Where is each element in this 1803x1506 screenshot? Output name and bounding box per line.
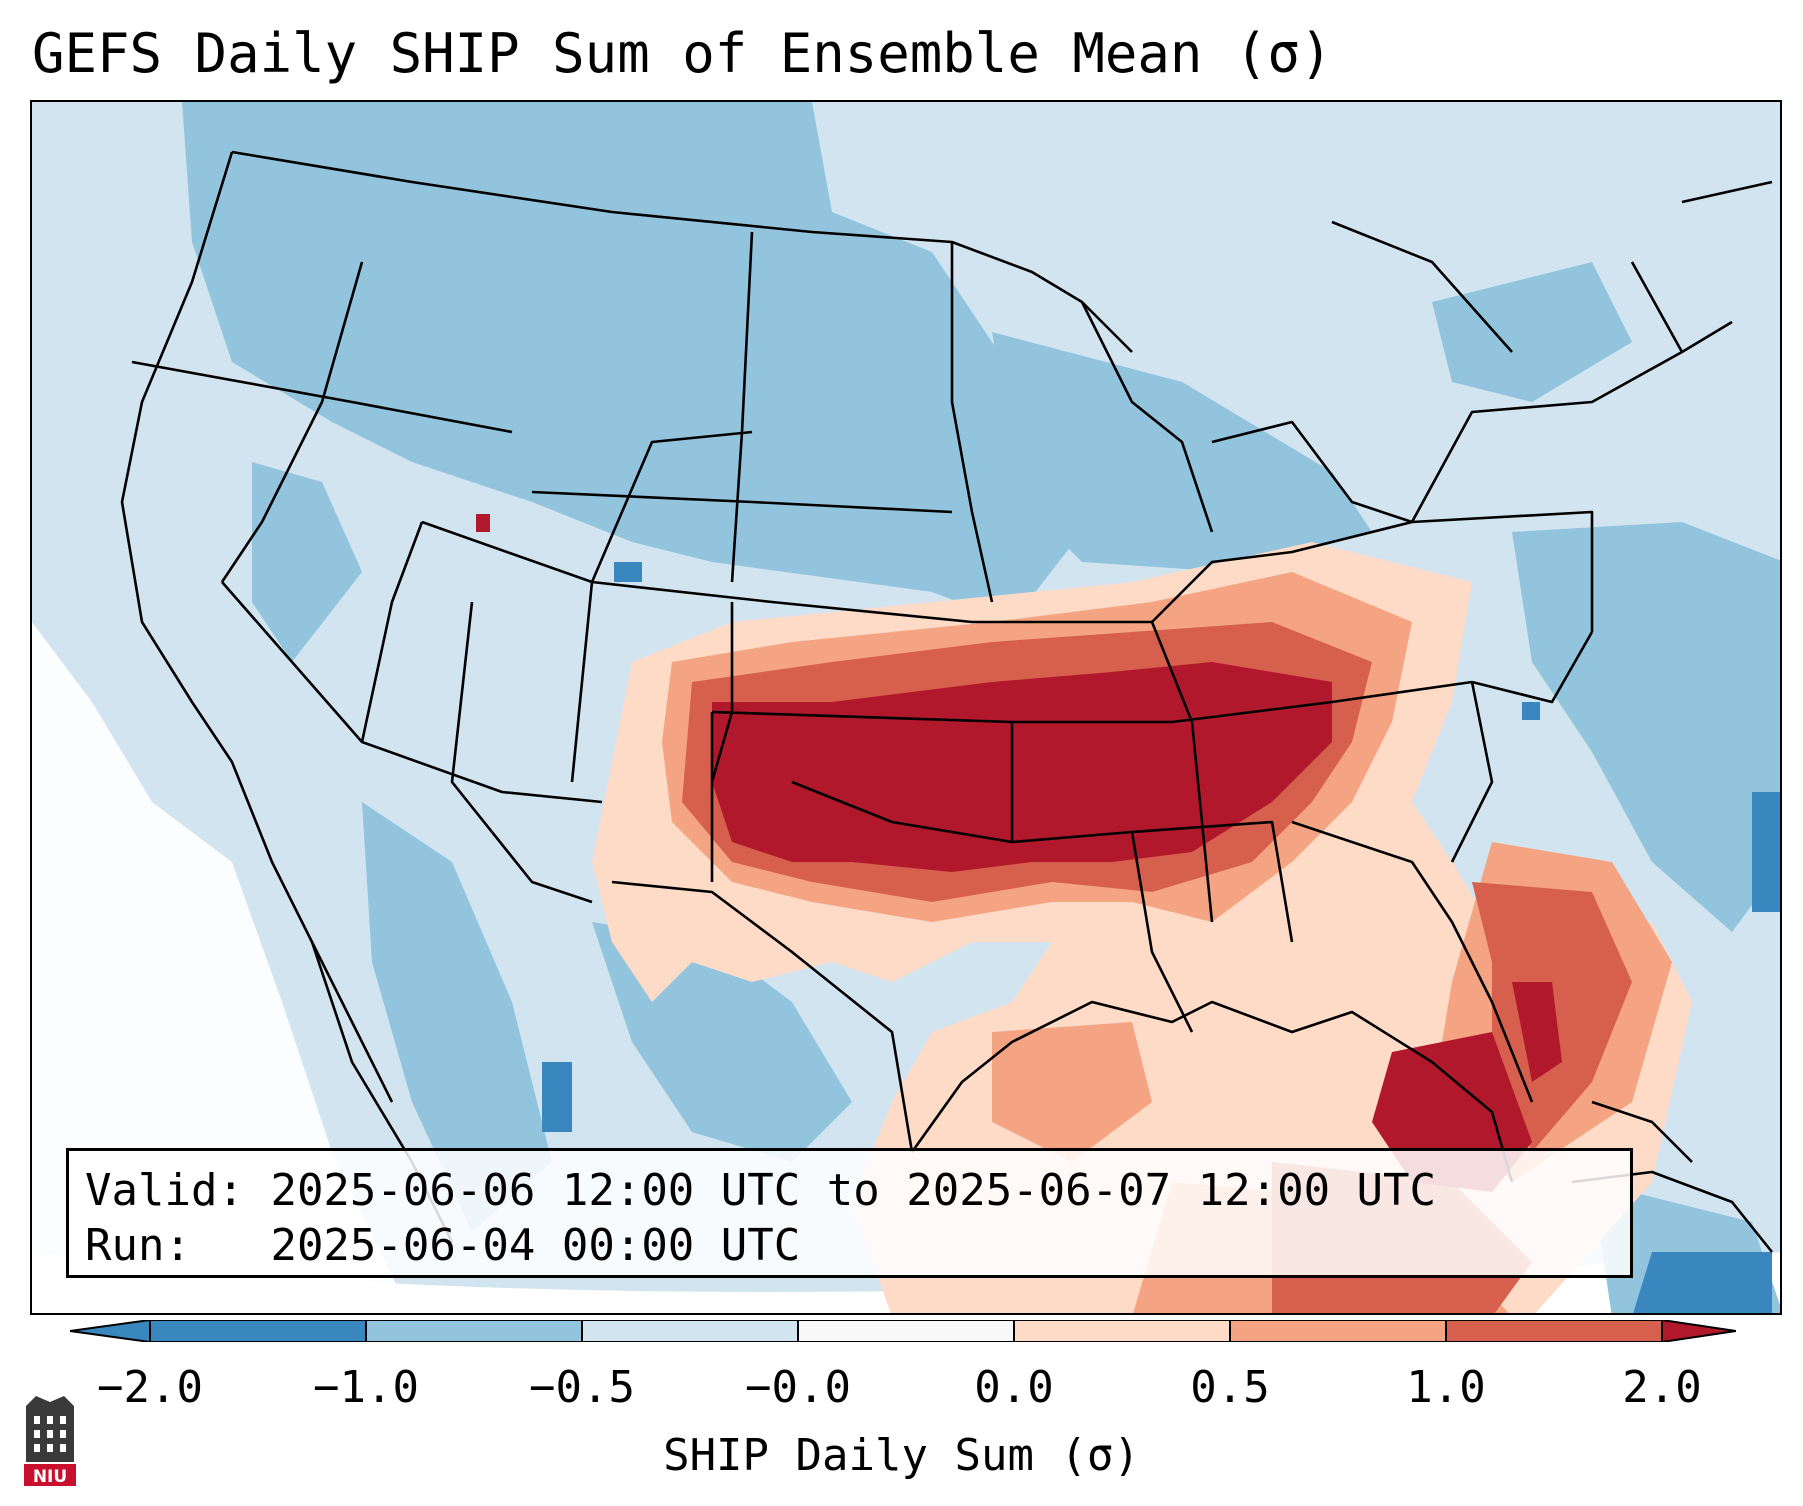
colorbar-title: SHIP Daily Sum (σ) — [663, 1430, 1140, 1481]
tick-label: 1.0 — [1406, 1362, 1486, 1413]
projection-edge — [32, 622, 411, 1313]
colorbar-segment-2 — [366, 1320, 582, 1342]
colorbar-segment-1 — [150, 1320, 366, 1342]
colorbar-extend-low — [70, 1320, 150, 1342]
valid-value: 2025-06-06 12:00 UTC to 2025-06-07 12:00… — [270, 1165, 1437, 1216]
colorbar-segment-5 — [1014, 1320, 1230, 1342]
run-label: Run: — [85, 1220, 191, 1271]
valid-label: Valid: — [85, 1165, 244, 1216]
colorbar-extend-high — [1662, 1320, 1736, 1342]
tick-label: −0.0 — [745, 1362, 851, 1413]
anomaly-negative-medium — [182, 102, 1780, 1313]
colorbar-segment-4 — [798, 1320, 1014, 1342]
colorbar-segment-6 — [1230, 1320, 1446, 1342]
colorbar-tick-labels: −2.0 −1.0 −0.5 −0.0 0.0 0.5 1.0 2.0 — [0, 1362, 1803, 1422]
boundary-lines — [120, 150, 1774, 1253]
colorbar-segment-7 — [1446, 1320, 1662, 1342]
tick-label: 2.0 — [1622, 1362, 1702, 1413]
run-value: 2025-06-04 00:00 UTC — [270, 1220, 801, 1271]
colorbar-segment-3 — [582, 1320, 798, 1342]
tick-label: −1.0 — [313, 1362, 419, 1413]
validity-info-box: Valid: 2025-06-06 12:00 UTC to 2025-06-0… — [66, 1148, 1633, 1278]
university-logo-icon: NIU — [24, 1396, 76, 1487]
map-panel — [30, 100, 1782, 1315]
chart-title: GEFS Daily SHIP Sum of Ensemble Mean (σ) — [32, 22, 1333, 85]
tick-label: −2.0 — [97, 1362, 203, 1413]
tick-label: 0.0 — [974, 1362, 1054, 1413]
tick-label: −0.5 — [529, 1362, 635, 1413]
anomaly-negative-strong — [542, 562, 1780, 1313]
colorbar — [70, 1320, 1736, 1342]
logo-text: NIU — [33, 1467, 67, 1487]
tick-label: 0.5 — [1190, 1362, 1270, 1413]
map-canvas — [32, 102, 1780, 1313]
